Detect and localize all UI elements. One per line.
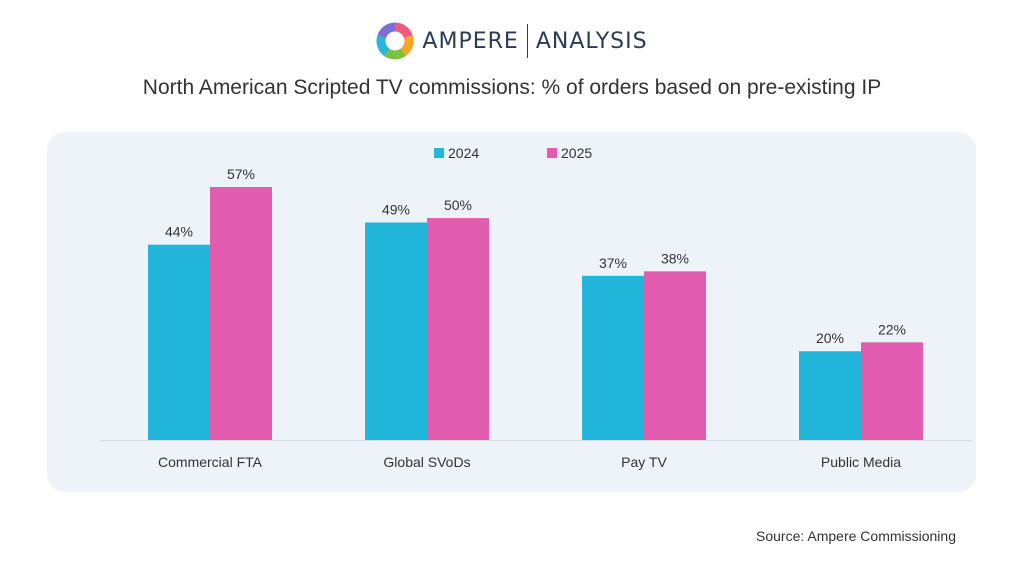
category-label: Pay TV [621,454,667,470]
legend-label: 2025 [561,145,592,161]
bar [861,342,923,440]
legend-swatch [434,148,444,158]
bar [427,218,489,440]
logo-ring-segment [376,35,391,56]
ampere-logo-icon [376,22,414,60]
logo-name-right: ANALYSIS [535,28,648,54]
data-label: 57% [227,166,255,182]
data-label: 38% [661,250,689,266]
logo-ring-segment [400,35,414,56]
bar [799,351,861,440]
data-label: 20% [816,330,844,346]
logo-divider [526,24,528,58]
data-label: 22% [878,321,906,337]
data-label: 50% [444,197,472,213]
data-label: 44% [165,224,193,240]
chart-panel: 2024 2025 44% 57% Commercial FTA 49% 50% Global… [47,132,976,492]
bar [582,275,644,440]
category-label: Public Media [821,454,901,470]
logo-ring-segment [377,22,396,39]
bar [148,244,210,440]
logo-name-left: AMPERE [422,28,519,54]
bar [365,222,427,440]
bar [644,271,706,440]
source-note: Source: Ampere Commissioning [756,528,956,544]
data-label: 49% [382,202,410,218]
logo-ring-segment [394,22,414,39]
data-label: 37% [599,255,627,271]
bar [210,187,272,440]
category-label: Commercial FTA [158,454,263,470]
legend-swatch [547,148,557,158]
ampere-logo: AMPERE ANALYSIS [0,20,1024,62]
logo-ring-segment [384,48,407,60]
bar-chart: 2024 2025 44% 57% Commercial FTA 49% 50% Global… [100,145,972,470]
chart-title: North American Scripted TV commissions: … [142,76,882,99]
legend-label: 2024 [448,145,479,161]
category-label: Global SVoDs [383,454,470,470]
